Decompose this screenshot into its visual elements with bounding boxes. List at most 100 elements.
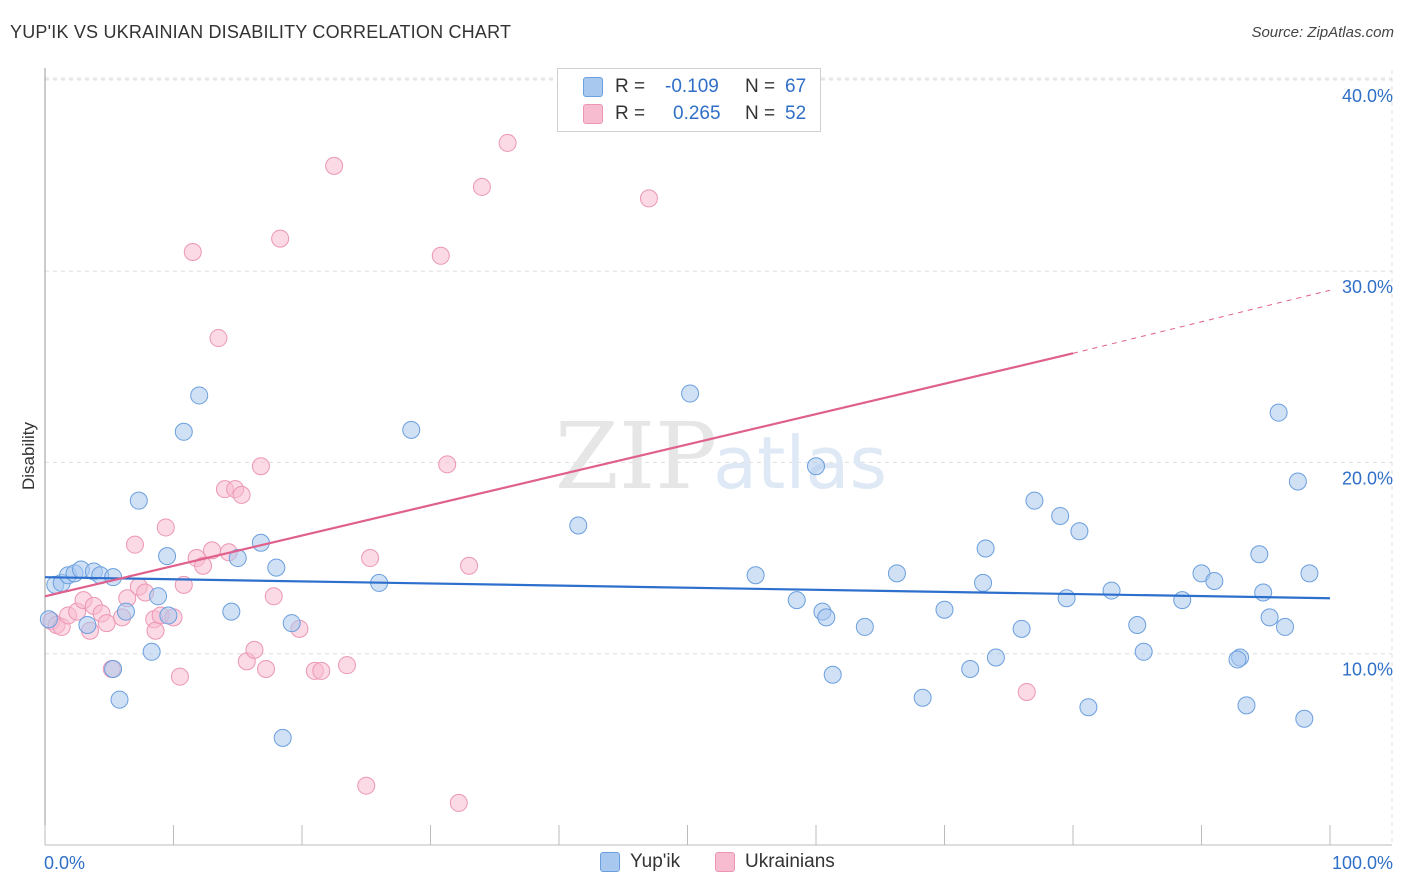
point-yupik-64: [1295, 709, 1314, 728]
point-ukrainians-9: [97, 614, 116, 633]
point-ukrainians-52: [1017, 682, 1036, 701]
axes: [44, 68, 1392, 846]
point-ukrainians-45: [431, 246, 450, 265]
point-yupik-41: [974, 573, 993, 592]
point-ukrainians-43: [357, 776, 376, 795]
series-legend-swatch-ukrainians: [715, 852, 735, 872]
point-yupik-30: [746, 566, 765, 585]
legend-n-label: N =: [745, 103, 776, 124]
legend-swatch-yupik: [583, 77, 603, 97]
point-yupik-20: [222, 602, 241, 621]
trend-lines: [44, 289, 1331, 600]
y-tick-label-10: 10.0%: [1342, 660, 1393, 680]
point-yupik-42: [976, 539, 995, 558]
point-ukrainians-19: [156, 518, 175, 537]
point-yupik-60: [1260, 608, 1279, 627]
point-yupik-62: [1276, 617, 1295, 636]
point-yupik-58: [1250, 545, 1269, 564]
legend-row-yupik: R = -0.109 N = 67: [583, 75, 806, 99]
legend-row-ukrainians: R = 0.265 N = 52: [583, 102, 806, 126]
point-yupik-19: [190, 386, 209, 405]
point-yupik-66: [1228, 650, 1247, 669]
point-yupik-50: [1102, 581, 1121, 600]
point-yupik-31: [787, 591, 806, 610]
point-ukrainians-23: [183, 242, 202, 261]
point-yupik-12: [116, 602, 135, 621]
point-yupik-34: [817, 608, 836, 627]
legend-n-value-yupik: 67: [785, 76, 807, 97]
legend-r-label: R =: [615, 103, 646, 124]
point-yupik-49: [1079, 698, 1098, 717]
x-tick-label-100: 100.0%: [1332, 853, 1393, 873]
point-yupik-21: [228, 549, 247, 568]
point-ukrainians-36: [264, 587, 283, 606]
legend-r-value-yupik: -0.109: [665, 76, 719, 97]
point-ukrainians-47: [449, 793, 468, 812]
y-tick-label-40: 40.0%: [1342, 86, 1393, 106]
point-yupik-59: [1254, 583, 1273, 602]
series-legend-ukrainians[interactable]: Ukrainians: [715, 851, 835, 873]
point-yupik-47: [1057, 589, 1076, 608]
series-legend-label-yupik: Yup'ik: [630, 851, 681, 872]
point-ukrainians-49: [472, 177, 491, 196]
point-yupik-53: [1173, 591, 1192, 610]
point-yupik-55: [1205, 572, 1224, 591]
point-yupik-61: [1269, 403, 1288, 422]
point-yupik-63: [1288, 472, 1307, 491]
legend-r-value-ukrainians: 0.265: [673, 103, 721, 124]
point-yupik-37: [887, 564, 906, 583]
point-yupik-44: [1012, 619, 1031, 638]
point-yupik-35: [823, 665, 842, 684]
point-ukrainians-37: [271, 229, 290, 248]
trend-line-yupik: [44, 576, 1331, 600]
point-yupik-36: [855, 617, 874, 636]
point-yupik-13: [129, 491, 148, 510]
point-ukrainians-25: [194, 556, 213, 575]
trend-line-ukrainians: [44, 352, 1074, 598]
point-yupik-27: [402, 420, 421, 439]
series-legend-yupik[interactable]: Yup'ik: [600, 851, 680, 873]
series-legend-swatch-yupik: [600, 852, 620, 872]
point-yupik-16: [158, 547, 177, 566]
point-yupik-65: [1300, 564, 1319, 583]
point-yupik-17: [159, 606, 178, 625]
point-yupik-0: [39, 610, 58, 629]
chart-title: YUP'IK VS UKRAINIAN DISABILITY CORRELATI…: [10, 22, 512, 42]
correlation-legend: R = -0.109 N = 67 R = 0.265 N = 52: [557, 68, 821, 132]
point-ukrainians-33: [245, 640, 264, 659]
point-ukrainians-44: [361, 549, 380, 568]
legend-n-label: N =: [745, 76, 776, 97]
point-ukrainians-50: [498, 133, 517, 152]
watermark-atlas: atlas: [713, 421, 887, 505]
point-yupik-22: [251, 533, 270, 552]
point-yupik-45: [1025, 491, 1044, 510]
point-yupik-32: [807, 457, 825, 476]
point-yupik-43: [986, 648, 1005, 667]
point-yupik-24: [273, 728, 292, 747]
point-ukrainians-31: [232, 485, 251, 504]
series-legend: Yup'ik Ukrainians: [0, 851, 1406, 877]
tick-labels: 10.0% 20.0% 30.0% 40.0% 0.0% 100.0%: [44, 86, 1393, 873]
point-yupik-40: [961, 660, 980, 679]
point-yupik-48: [1070, 522, 1089, 541]
point-ukrainians-40: [312, 661, 331, 680]
x-tick-label-0: 0.0%: [44, 853, 85, 873]
legend-r-label: R =: [615, 76, 646, 97]
point-yupik-15: [149, 587, 168, 606]
point-ukrainians-46: [438, 455, 457, 474]
point-yupik-39: [935, 600, 954, 619]
point-ukrainians-13: [125, 535, 144, 554]
point-ukrainians-34: [251, 457, 270, 476]
point-yupik-46: [1051, 506, 1070, 525]
point-ukrainians-48: [460, 556, 479, 575]
point-yupik-10: [104, 660, 123, 679]
point-yupik-25: [282, 614, 301, 633]
point-yupik-18: [174, 422, 193, 441]
series-ukrainians-points: [42, 133, 1036, 812]
point-yupik-6: [78, 616, 97, 635]
point-ukrainians-51: [639, 189, 658, 208]
source-label: Source: ZipAtlas.com: [1251, 24, 1394, 41]
point-ukrainians-42: [337, 656, 356, 675]
series-legend-label-ukrainians: Ukrainians: [745, 851, 835, 872]
